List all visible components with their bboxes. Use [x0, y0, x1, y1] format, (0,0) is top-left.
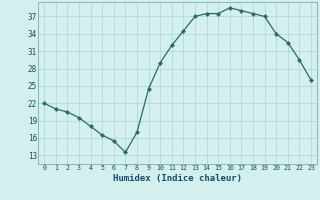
X-axis label: Humidex (Indice chaleur): Humidex (Indice chaleur) — [113, 174, 242, 183]
